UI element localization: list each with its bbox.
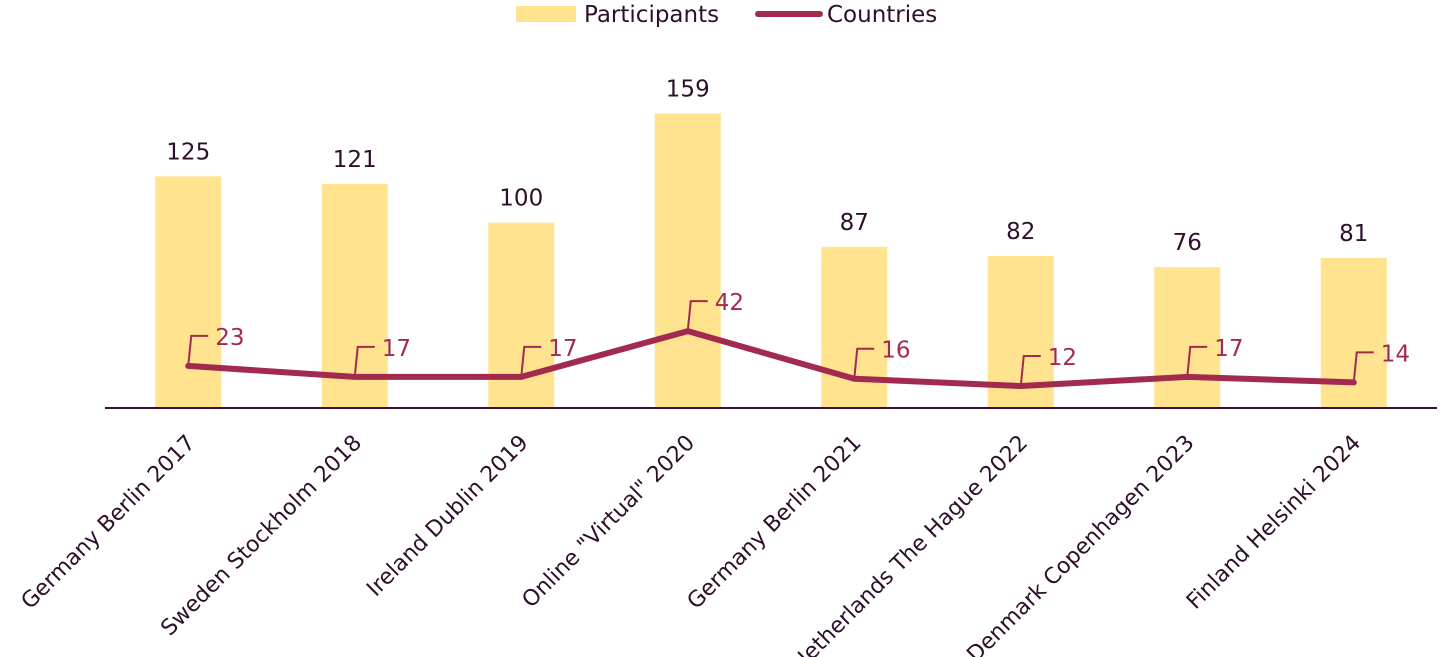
countries-line xyxy=(185,328,1357,390)
line-value-label-3: 17 xyxy=(548,336,577,362)
line-value-label-7: 17 xyxy=(1214,336,1243,362)
line-value-label-1: 23 xyxy=(215,325,244,351)
line-callout-2 xyxy=(353,345,375,377)
x-tick-label-1: Germany Berlin 2017 xyxy=(17,431,201,615)
bar-value-label-1: 125 xyxy=(166,139,210,165)
line-value-label-8: 14 xyxy=(1381,341,1410,367)
bar-1 xyxy=(155,176,222,408)
x-tick-label-2: Sweden Stockholm 2018 xyxy=(156,431,367,642)
bar-3 xyxy=(488,222,555,408)
bar-4 xyxy=(654,113,721,409)
line-callout-7 xyxy=(1186,345,1208,377)
x-tick-label-3: Ireland Dublin 2019 xyxy=(362,431,533,602)
legend-label-participants: Participants xyxy=(584,2,719,28)
x-tick-label-4: Online "Virtual" 2020 xyxy=(518,431,700,613)
bar-value-label-5: 87 xyxy=(840,210,869,236)
line-value-label-2: 17 xyxy=(382,336,411,362)
legend-label-countries: Countries xyxy=(827,2,937,28)
line-series-countries: 23 17 17 42 16 12 17 14 xyxy=(185,290,1410,390)
bar-series-participants: 125 121 100 159 87 82 76 81 xyxy=(155,76,1387,409)
bar-value-label-3: 100 xyxy=(499,186,543,212)
bar-8 xyxy=(1320,257,1387,408)
line-value-label-5: 16 xyxy=(881,338,910,364)
line-callout-6 xyxy=(1019,355,1041,387)
bar-7 xyxy=(1154,267,1221,408)
bar-value-label-7: 76 xyxy=(1173,230,1202,256)
legend-swatch-participants xyxy=(516,6,576,22)
bar-value-label-8: 81 xyxy=(1339,221,1368,247)
legend: Participants Countries xyxy=(516,2,937,28)
bar-value-label-2: 121 xyxy=(333,147,377,173)
bar-value-label-4: 159 xyxy=(666,76,710,102)
bar-value-label-6: 82 xyxy=(1006,219,1035,245)
line-value-label-4: 42 xyxy=(715,290,744,316)
line-callout-4 xyxy=(686,300,708,332)
line-callout-5 xyxy=(853,347,875,379)
line-value-label-6: 12 xyxy=(1048,345,1077,371)
line-callout-1 xyxy=(187,334,209,367)
x-tick-label-8: Finland Helsinki 2024 xyxy=(1182,431,1366,615)
bar-5 xyxy=(821,246,888,408)
line-callout-3 xyxy=(520,345,542,377)
x-tick-label-5: Germany Berlin 2021 xyxy=(683,431,867,615)
line-callout-8 xyxy=(1352,351,1374,383)
